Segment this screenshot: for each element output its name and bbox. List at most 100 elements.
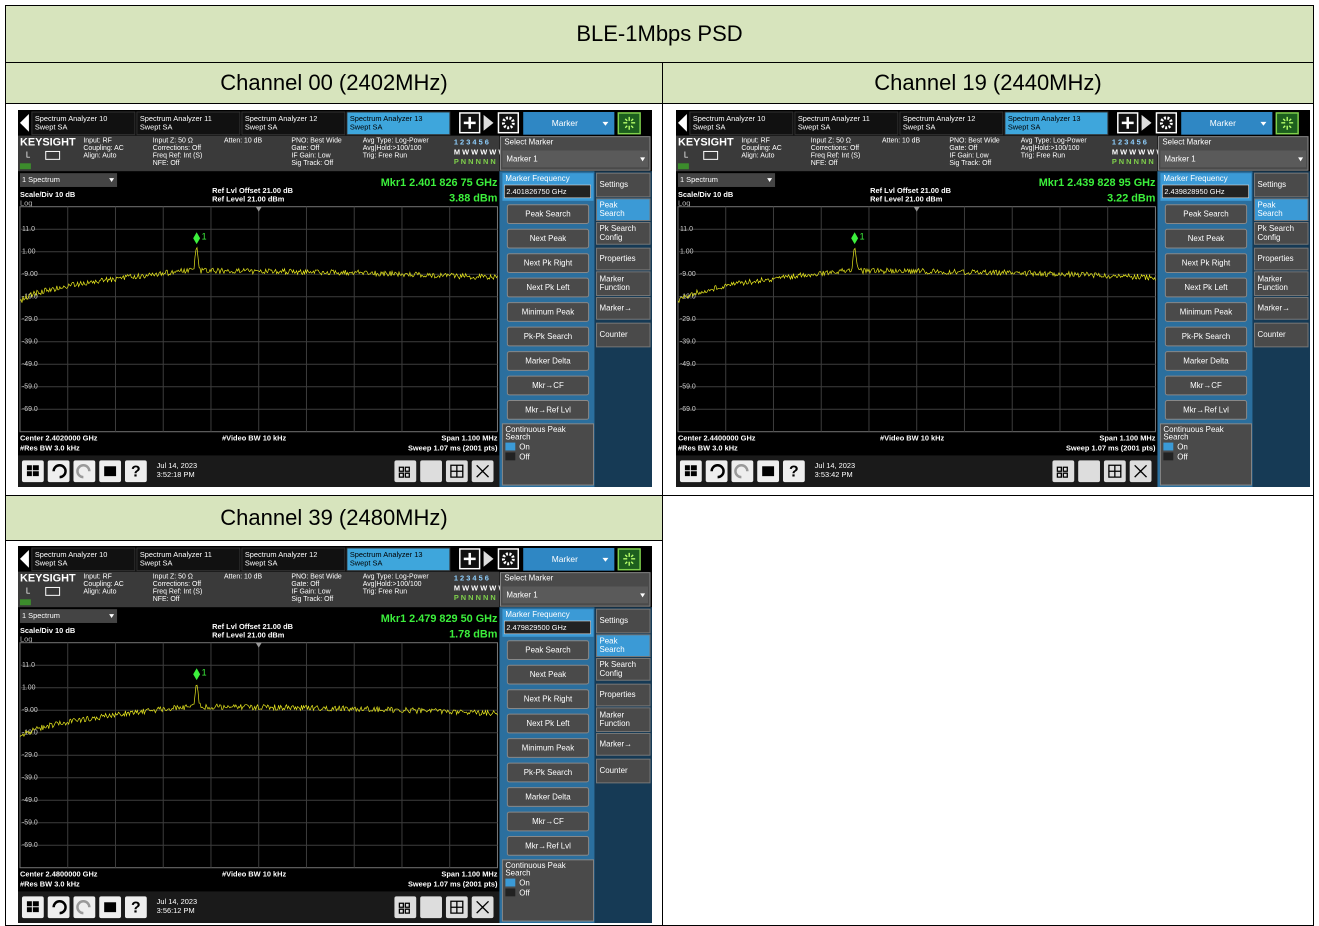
- menu-title: Marker: [552, 554, 578, 564]
- tab-mode: Swept SA: [693, 123, 726, 132]
- tab-mode: Swept SA: [35, 559, 68, 568]
- select-marker-label: Select Marker: [504, 138, 553, 147]
- scale: Scale/Div 10 dB: [678, 190, 734, 199]
- setting: IF Gain: Low: [291, 152, 330, 159]
- y-label: -9.00: [680, 271, 696, 278]
- y-label: 11.0: [22, 662, 35, 669]
- toggle-on: [1163, 443, 1173, 451]
- setting: Avg|Hold:>100/100: [363, 581, 422, 588]
- status-icon: [618, 113, 640, 134]
- continuous-label: Search: [505, 869, 530, 878]
- setting: Avg Type: Log-Power: [1021, 137, 1088, 144]
- trace-row: 1 2 3 4 5 6: [1112, 138, 1147, 147]
- setting: Align: Auto: [741, 152, 774, 159]
- local-indicator: L: [26, 587, 31, 596]
- y-label: -29.0: [680, 316, 696, 323]
- side-tab-label: Config: [599, 669, 622, 678]
- tab-mode: Swept SA: [140, 123, 173, 132]
- toggle-on-label: On: [1177, 443, 1188, 452]
- menu-button-label: Mkr→CF: [532, 817, 564, 826]
- menu-button-label: Next Pk Left: [526, 719, 570, 728]
- setting: IF Gain: Low: [949, 152, 988, 159]
- tab-mode: Swept SA: [1008, 123, 1041, 132]
- marker-frequency-label: Marker Frequency: [505, 610, 569, 619]
- ref-level: Ref Level 21.00 dBm: [870, 195, 943, 204]
- local-indicator: L: [684, 151, 689, 160]
- menu-button-label: Marker Delta: [1183, 357, 1229, 366]
- marker-label: 1: [202, 232, 207, 242]
- setting: Avg Type: Log-Power: [363, 573, 430, 580]
- setting: Align: Auto: [83, 152, 116, 159]
- menu-button-label: Pk-Pk Search: [524, 332, 572, 341]
- screenshot: Spectrum Analyzer 10Swept SASpectrum Ana…: [18, 110, 652, 487]
- y-label: -59.0: [680, 384, 696, 391]
- side-tab-label: Config: [599, 233, 622, 242]
- heading-cell: Channel 39 (2480MHz): [5, 495, 663, 541]
- lxi-icon: [20, 599, 31, 605]
- y-label: -9.00: [22, 271, 38, 278]
- brand: KEYSIGHT: [678, 136, 734, 148]
- toggle-off: [1163, 452, 1173, 460]
- video-bw: #Video BW 10 kHz: [880, 434, 944, 443]
- marker-readout: Mkr1 2.439 828 95 GHz: [1039, 177, 1156, 189]
- menu-button-label: Mkr→Ref Lvl: [525, 406, 571, 415]
- y-label: -39.0: [22, 339, 38, 346]
- continuous-label: Search: [505, 433, 530, 442]
- setting: Gate: Off: [291, 145, 319, 152]
- setting: NFE: Off: [153, 596, 180, 603]
- y-label: -69.0: [22, 842, 38, 849]
- tab-name: Spectrum Analyzer 12: [903, 114, 976, 123]
- side-tab-label: Function: [1257, 283, 1287, 292]
- span: Span 1.100 MHz: [1099, 434, 1155, 443]
- time: 3:53:42 PM: [815, 470, 853, 479]
- setting: Freq Ref: Int (S): [153, 588, 203, 595]
- status-icon: [1276, 113, 1298, 134]
- menu-button-label: Next Peak: [1188, 234, 1225, 243]
- date: Jul 14, 2023: [815, 461, 855, 470]
- menu-button-label: Mkr→Ref Lvl: [1183, 406, 1229, 415]
- heading-cell: Channel 00 (2402MHz): [5, 62, 663, 104]
- marker-readout: Mkr1 2.401 826 75 GHz: [381, 177, 498, 189]
- res-bw: #Res BW 3.0 kHz: [20, 879, 80, 888]
- setting: Freq Ref: Int (S): [811, 152, 861, 159]
- setting: Freq Ref: Int (S): [153, 152, 203, 159]
- help-icon: ?: [131, 899, 141, 916]
- side-tab-label: Search: [599, 645, 624, 654]
- settings-button: [498, 113, 518, 133]
- continuous-label: Search: [1163, 433, 1188, 442]
- trace-row: M W W W W W: [1112, 147, 1164, 156]
- sweep: Sweep 1.07 ms (2001 pts): [408, 879, 498, 888]
- heading: Channel 00 (2402MHz): [220, 70, 447, 96]
- setting: Coupling: AC: [83, 581, 123, 588]
- side-tab-label: Properties: [599, 254, 635, 263]
- tab-name: Spectrum Analyzer 11: [798, 114, 870, 123]
- taskbar-button: [420, 460, 442, 482]
- brand: KEYSIGHT: [20, 572, 76, 584]
- marker-level: 1.78 dBm: [449, 629, 497, 641]
- trace-row: P N N N N N: [1112, 157, 1154, 166]
- menu-button-label: Mkr→CF: [1190, 381, 1222, 390]
- menu-button-label: Pk-Pk Search: [524, 768, 572, 777]
- date: Jul 14, 2023: [157, 897, 197, 906]
- center-frequency: Center 2.4020000 GHz: [20, 434, 98, 443]
- side-tab-label: Settings: [599, 180, 628, 189]
- view-name: 1 Spectrum: [22, 175, 60, 184]
- side-tab-label: Properties: [1257, 254, 1293, 263]
- title-cell: BLE-1Mbps PSD: [5, 5, 1314, 63]
- heading: Channel 39 (2480MHz): [220, 505, 447, 531]
- y-label: -59.0: [22, 820, 38, 827]
- menu-title: Marker: [1210, 118, 1236, 128]
- setting: Input Z: 50 Ω: [153, 137, 193, 144]
- side-tab-label: Settings: [1257, 180, 1286, 189]
- tab-name: Spectrum Analyzer 13: [350, 550, 423, 559]
- setting: Atten: 10 dB: [224, 573, 262, 580]
- menu-title: Marker: [552, 118, 578, 128]
- setting: Corrections: Off: [153, 581, 201, 588]
- menu-button-label: Next Pk Right: [524, 259, 573, 268]
- toggle-off-label: Off: [519, 888, 530, 897]
- y-label: 1.00: [22, 685, 36, 692]
- select-marker-label: Select Marker: [1162, 138, 1211, 147]
- marker-choice: Marker 1: [506, 590, 538, 599]
- marker-choice: Marker 1: [1164, 154, 1196, 163]
